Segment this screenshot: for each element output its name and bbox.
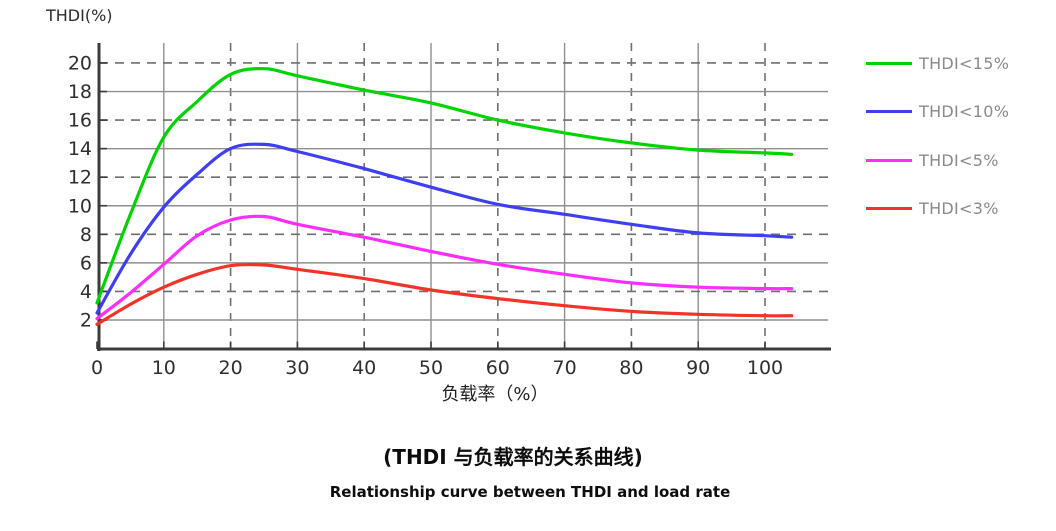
legend-label: THDI<5% xyxy=(919,150,999,170)
legend: THDI<15% THDI<10% THDI<5% THDI<3% xyxy=(866,0,1056,240)
x-tick-label: 20 xyxy=(219,357,243,379)
x-tick-label: 30 xyxy=(285,357,309,379)
y-tick-label: 4 xyxy=(80,281,92,303)
x-tick-label: 0 xyxy=(91,357,103,379)
legend-line-sample xyxy=(866,158,912,162)
legend-label: THDI<15% xyxy=(919,53,1010,73)
legend-item: THDI<10% xyxy=(866,101,1010,121)
curve-thdi-5 xyxy=(95,214,794,321)
y-tick-label: 18 xyxy=(68,81,92,103)
x-tick-label: 10 xyxy=(152,357,176,379)
y-tick-label: 8 xyxy=(80,224,92,246)
legend-line-sample xyxy=(866,206,912,210)
legend-item: THDI<15% xyxy=(866,53,1010,73)
y-tick-label: 2 xyxy=(80,310,92,332)
x-axis-label: 负载率（%） xyxy=(441,384,549,405)
y-tick-label: 14 xyxy=(68,138,92,160)
x-tick-label: 80 xyxy=(619,357,643,379)
legend-item: THDI<5% xyxy=(866,150,999,170)
legend-label: THDI<3% xyxy=(919,198,999,218)
thdi-load-rate-chart: 2 4 6 8 10 12 14 16 18 20 0 10 20 30 40 50 60 70 80 90 100 xyxy=(68,43,831,379)
x-tick-label: 40 xyxy=(352,357,376,379)
legend-line-sample xyxy=(866,109,912,113)
y-tick-label: 16 xyxy=(68,110,92,132)
x-tick-label: 100 xyxy=(747,357,783,379)
curve-thdi-15 xyxy=(95,67,794,305)
y-tick-label: 6 xyxy=(80,252,92,274)
curve-thdi-3 xyxy=(95,262,794,326)
legend-line-sample xyxy=(866,61,912,65)
x-tick-label: 70 xyxy=(553,357,577,379)
y-tick-label: 12 xyxy=(68,167,92,189)
legend-label: THDI<10% xyxy=(919,101,1010,121)
y-tick-label: 20 xyxy=(68,52,92,74)
legend-item: THDI<3% xyxy=(866,198,999,218)
curve-thdi-10 xyxy=(95,142,794,315)
x-tick-label: 50 xyxy=(419,357,443,379)
x-tick-label: 90 xyxy=(686,357,710,379)
caption-english: Relationship curve between THDI and load… xyxy=(329,483,731,501)
caption-chinese: (THDI 与负载率的关系曲线) xyxy=(383,445,643,469)
y-tick-label: 10 xyxy=(68,195,92,217)
x-tick-label: 60 xyxy=(486,357,510,379)
y-axis-title: THDI(%) xyxy=(46,6,113,25)
